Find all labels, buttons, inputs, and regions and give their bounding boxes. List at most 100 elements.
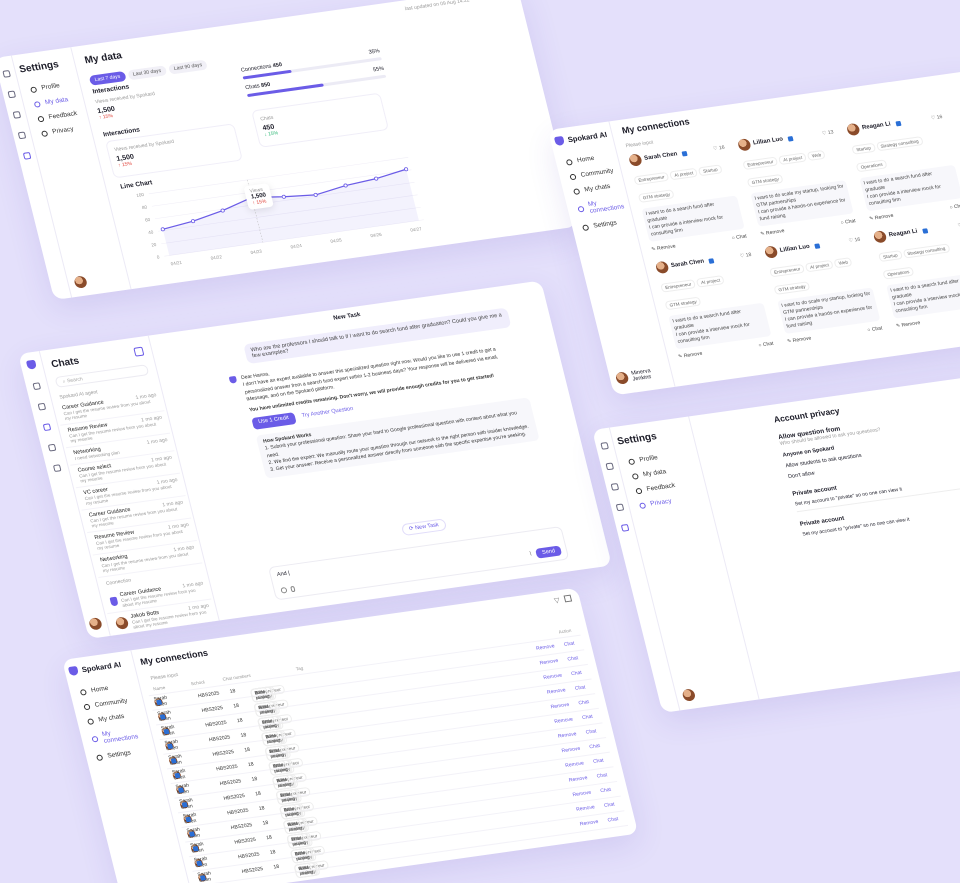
community-icon[interactable] [7,90,17,99]
remove-button[interactable]: Remove [539,658,560,667]
linkedin-icon[interactable] [159,713,166,720]
linkedin-icon[interactable] [185,816,192,822]
linkedin-icon[interactable] [174,772,181,778]
user-avatar[interactable] [73,275,89,289]
remove-button[interactable]: Remove [568,775,589,784]
remove-button[interactable]: ✎ Remove [650,243,677,253]
linkedin-icon[interactable] [199,874,206,881]
community-icon[interactable] [605,462,615,471]
chat-button[interactable]: Chat [592,757,605,765]
linkedin-icon[interactable] [170,757,177,764]
chat-button[interactable]: Chat [581,713,594,722]
mic-icon[interactable] [290,585,296,593]
remove-button[interactable]: Remove [571,789,592,799]
linkedin-icon[interactable] [155,699,163,705]
chat-count: ♡ 13 [821,129,835,137]
chat-button[interactable]: Chat [588,743,601,751]
emoji-icon[interactable] [280,586,288,594]
filter-icon[interactable]: ▽ [553,597,561,605]
data-point[interactable] [374,176,379,181]
chat-button[interactable]: Chat [577,699,590,707]
chats-label: Chats [244,83,261,92]
chat-button[interactable]: Chat [574,684,587,692]
remove-button[interactable]: Remove [535,643,556,652]
remove-button[interactable]: Remove [561,745,581,755]
new-chat-icon[interactable] [133,346,145,357]
remove-button[interactable]: ✎ Remove [759,228,786,238]
search-input[interactable]: Please input [625,139,654,150]
community-icon[interactable] [37,402,47,411]
connection-name: Lillian Luo [752,136,784,147]
chat-icon[interactable] [610,482,620,491]
remove-button[interactable]: ✎ Remove [895,320,921,330]
chat-button[interactable]: Chat [607,816,619,824]
home-icon[interactable] [32,382,42,391]
chat-button[interactable]: ○ Chat [866,325,884,334]
chat-button[interactable]: Chat [570,669,583,678]
linkedin-icon[interactable] [787,135,794,142]
chat-button[interactable]: ○ Chat [757,340,775,349]
linkedin-icon[interactable] [196,860,203,866]
remove-button[interactable]: ✎ Remove [677,350,704,360]
use-credit-button[interactable]: Use 1 Credit [251,412,297,431]
data-point[interactable] [220,208,225,213]
remove-button[interactable]: Remove [564,760,585,769]
chat-button[interactable]: ○ Chat [840,218,857,227]
tag: Entrepreneur [660,279,697,293]
data-point[interactable] [343,183,348,188]
data-point[interactable] [191,219,196,224]
chat-button[interactable]: Chat [563,640,576,648]
chat-button[interactable]: Chat [596,772,609,780]
message-input[interactable]: And | [276,570,291,579]
remove-button[interactable]: Remove [550,701,570,711]
user-avatar[interactable] [88,617,103,631]
data-point[interactable] [313,192,318,197]
remove-button[interactable]: ✎ Remove [786,335,813,345]
home-icon[interactable] [2,69,11,78]
linkedin-icon[interactable] [681,150,688,156]
chat-button[interactable]: Chat [599,786,612,795]
chat-icon[interactable] [42,423,52,432]
chat-icon[interactable] [12,110,22,119]
linkedin-icon[interactable] [166,743,174,749]
linkedin-icon[interactable] [192,845,199,852]
data-point[interactable] [404,167,409,172]
connection-card: Sarah Chen ♡ 18 EntrepreneurAI project GT… [654,249,775,360]
attach-icon[interactable]: ⌇ [528,551,533,558]
chat-button[interactable]: ○ Chat [949,202,960,211]
chat-button[interactable]: Chat [566,655,579,663]
remove-button[interactable]: Remove [579,818,600,828]
grid-view-icon[interactable] [563,594,573,603]
home-icon[interactable] [600,441,609,450]
remove-button[interactable]: Remove [557,731,578,740]
chat-button[interactable]: Chat [585,728,598,736]
settings-icon[interactable] [620,523,630,532]
settings-icon[interactable] [52,464,62,473]
linkedin-icon[interactable] [163,728,170,734]
user-profile[interactable]: Minerva Jenkins [614,365,672,385]
linkedin-icon[interactable] [894,120,902,127]
linkedin-icon[interactable] [921,227,928,234]
connections-icon[interactable] [615,503,625,512]
linkedin-icon[interactable] [708,257,715,264]
linkedin-icon[interactable] [814,242,821,249]
user-avatar[interactable] [681,688,697,702]
new-task-button[interactable]: ⟳ New Task [400,518,448,537]
chat-button[interactable]: Chat [603,801,616,809]
tag: Operations [855,159,888,173]
data-point[interactable] [281,194,286,199]
linkedin-icon[interactable] [188,830,195,837]
settings-icon[interactable] [22,151,32,160]
data-point[interactable] [160,227,165,232]
remove-button[interactable]: Remove [553,716,574,725]
connections-icon[interactable] [17,131,27,140]
chat-button[interactable]: ○ Chat [731,233,748,242]
send-button[interactable]: Send [535,545,563,559]
remove-button[interactable]: Remove [542,672,563,682]
linkedin-icon[interactable] [181,801,188,808]
connections-icon[interactable] [47,443,57,452]
remove-button[interactable]: Remove [575,804,596,813]
linkedin-icon[interactable] [177,786,185,793]
remove-button[interactable]: ✎ Remove [868,212,895,223]
remove-button[interactable]: Remove [546,687,567,696]
